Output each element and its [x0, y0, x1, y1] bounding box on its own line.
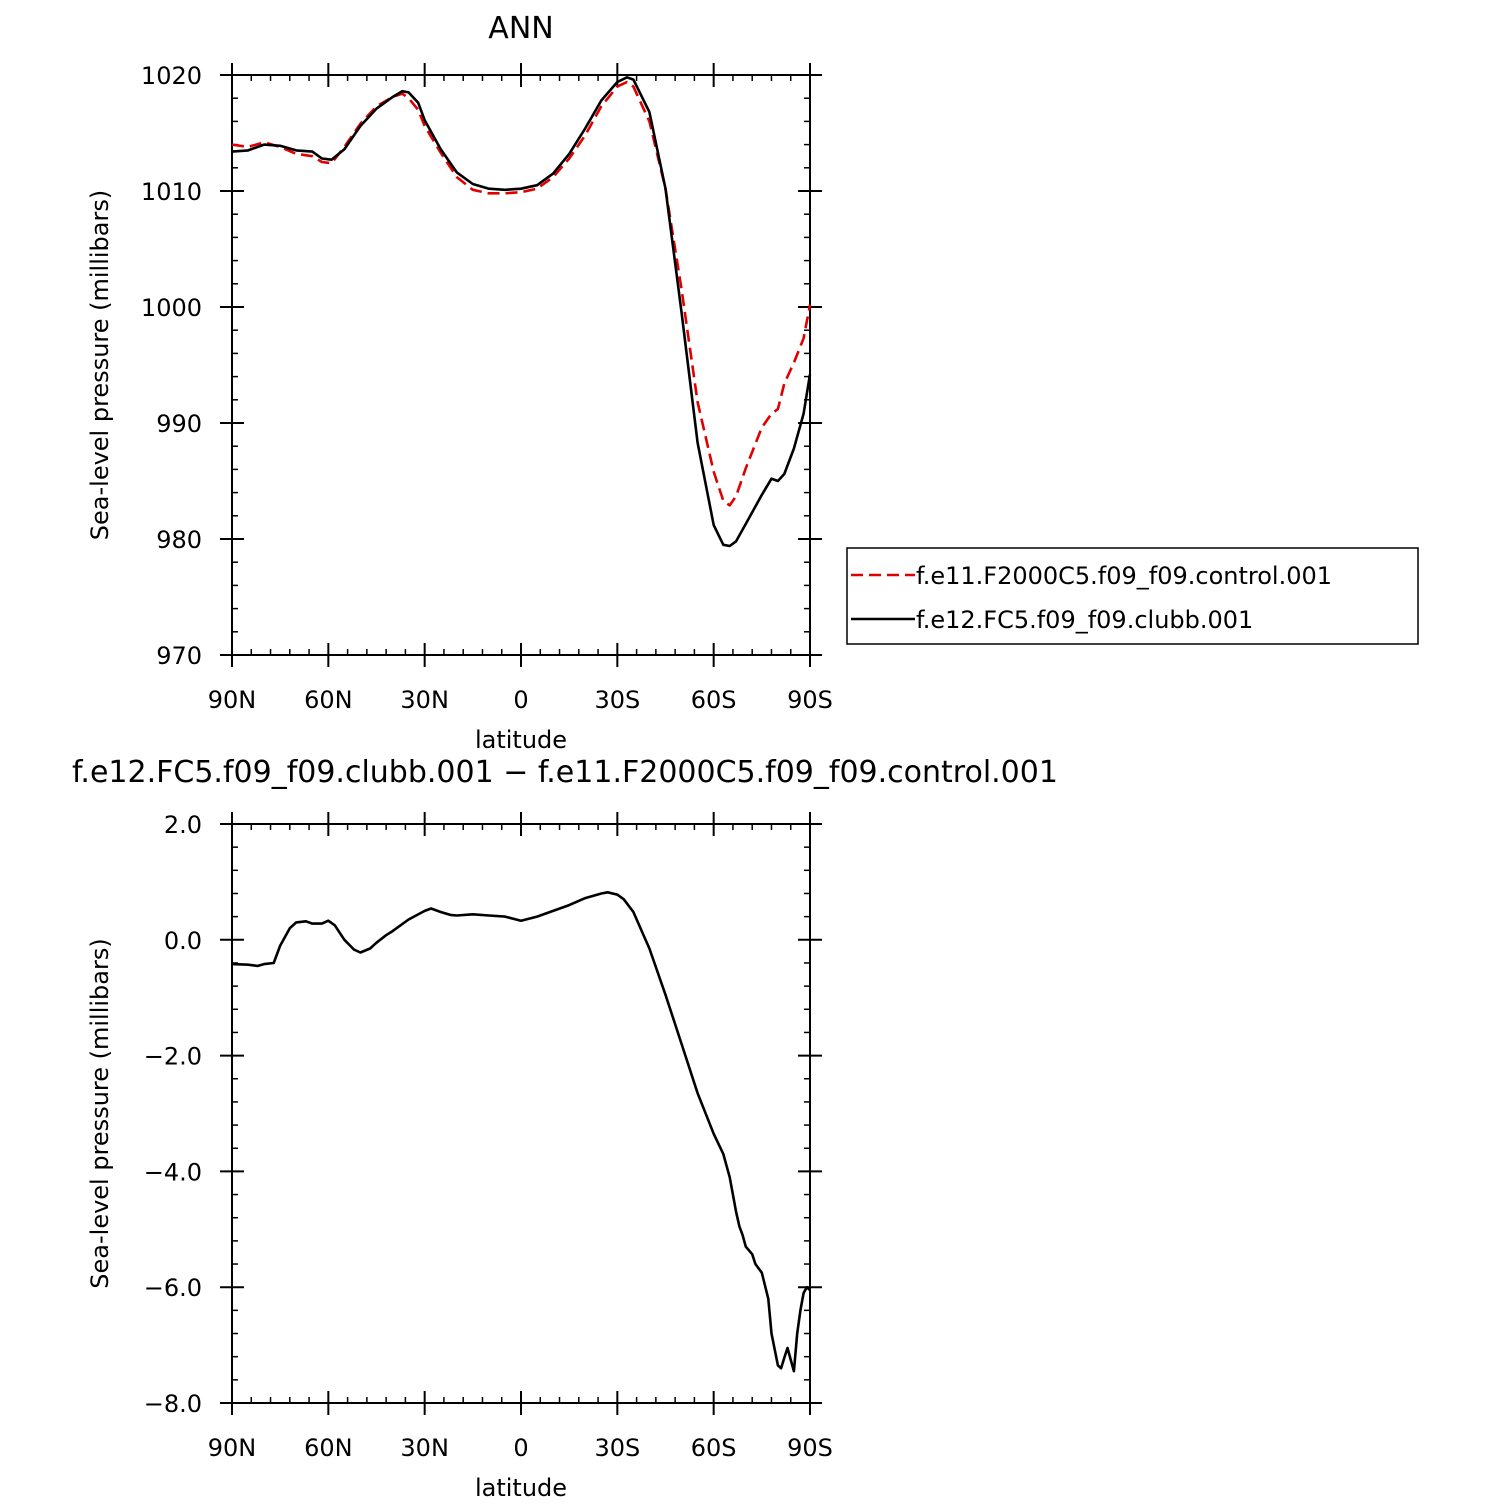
y-tick-label: −2.0 [144, 1043, 202, 1071]
x-tick-label: 90N [208, 1434, 257, 1462]
series-line-1 [231, 80, 812, 507]
chart-title: ANN [488, 11, 553, 46]
x-tick-label: 30N [400, 1434, 449, 1462]
y-tick-label: 1000 [141, 294, 202, 322]
y-axis-label: Sea-level pressure (millibars) [86, 190, 114, 540]
x-tick-label: 0 [513, 1434, 528, 1462]
x-axis-label: latitude [475, 1474, 567, 1502]
chart-panel-1: ANN 90N 60N 30N 0 30S 60S 90S 970 980 990 1000 1010 1… [86, 11, 1419, 754]
y-tick-label: 0.0 [164, 927, 202, 955]
x-tick-label: 0 [513, 686, 528, 714]
x-tick-label: 90N [208, 686, 257, 714]
y-tick-label: 1010 [141, 178, 202, 206]
y-tick-label: 990 [156, 410, 202, 438]
chart-title: f.e12.FC5.f09_f09.clubb.001 − f.e11.F200… [72, 755, 1058, 790]
y-tick-label: 1020 [141, 62, 202, 90]
plot-frame [231, 74, 811, 656]
legend-label: f.e11.F2000C5.f09_f09.control.001 [916, 562, 1332, 590]
y-tick-label: −8.0 [144, 1390, 202, 1418]
y-tick-label: 980 [156, 526, 202, 554]
x-tick-label: 30S [594, 1434, 640, 1462]
legend: f.e11.F2000C5.f09_f09.control.001 f.e12.F… [846, 547, 1419, 645]
y-tick-label: 2.0 [164, 811, 202, 839]
x-tick-label: 60N [304, 686, 353, 714]
x-tick-label: 60S [691, 686, 737, 714]
x-tick-label: 60S [691, 1434, 737, 1462]
legend-label: f.e12.FC5.f09_f09.clubb.001 [916, 606, 1253, 634]
y-tick-label: −6.0 [144, 1274, 202, 1302]
x-tick-label: 90S [787, 1434, 833, 1462]
x-axis-label: latitude [475, 726, 567, 754]
x-tick-label: 60N [304, 1434, 353, 1462]
x-tick-label: 30S [594, 686, 640, 714]
series-line-1 [231, 890, 811, 1373]
plot-frame [231, 823, 811, 1404]
y-tick-label: −4.0 [144, 1158, 202, 1186]
legend-box [846, 547, 1419, 645]
y-axis-label: Sea-level pressure (millibars) [86, 938, 114, 1288]
x-tick-label: 90S [787, 686, 833, 714]
series-line-2 [231, 76, 812, 548]
x-tick-label: 30N [400, 686, 449, 714]
y-tick-label: 970 [156, 642, 202, 670]
chart-panel-2: f.e12.FC5.f09_f09.clubb.001 − f.e11.F200… [72, 755, 1058, 1502]
